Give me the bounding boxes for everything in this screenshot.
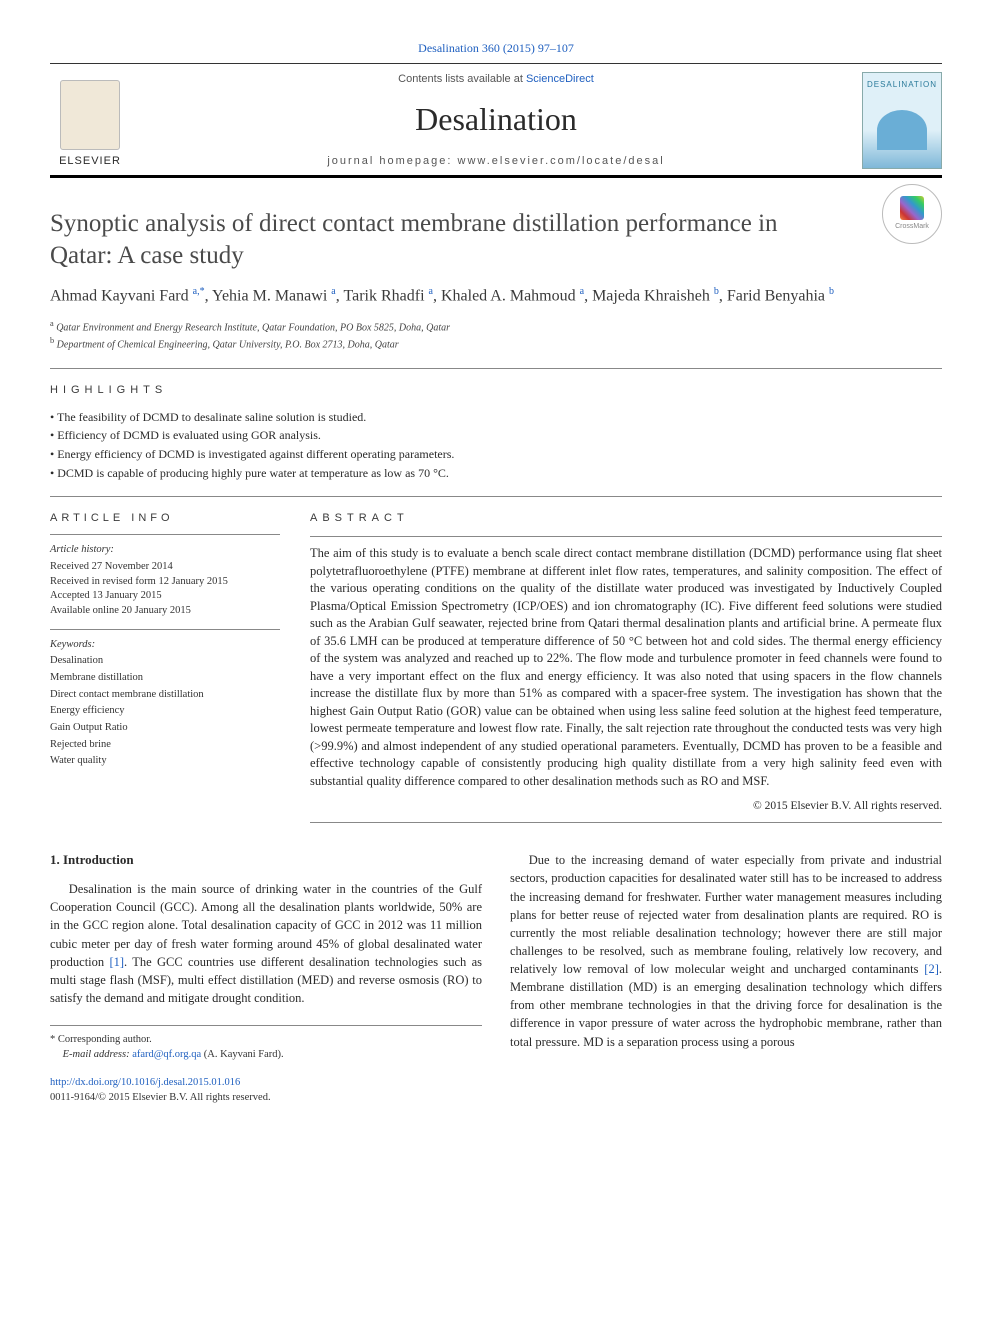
- publisher-label: ELSEVIER: [59, 154, 121, 169]
- keyword: Energy efficiency: [50, 704, 280, 719]
- author-2: Yehia M. Manawi: [212, 287, 331, 304]
- author-6: Farid Benyahia: [727, 287, 829, 304]
- homepage-url: www.elsevier.com/locate/desal: [458, 155, 665, 167]
- homepage-prefix: journal homepage:: [327, 155, 457, 167]
- ref-link-1[interactable]: [1]: [109, 955, 124, 969]
- rule-abstract-top: [310, 536, 942, 537]
- elsevier-tree-icon: [60, 80, 120, 150]
- cover-graphic-icon: [877, 110, 927, 150]
- highlight-item: Efficiency of DCMD is evaluated using GO…: [50, 427, 942, 444]
- doi-line: http://dx.doi.org/10.1016/j.desal.2015.0…: [50, 1076, 942, 1091]
- publisher-logo: ELSEVIER: [50, 72, 130, 170]
- history-label: Article history:: [50, 543, 280, 558]
- corr-email-line: E-mail address: afard@qf.org.qa (A. Kayv…: [50, 1047, 482, 1062]
- keyword: Desalination: [50, 654, 280, 669]
- contents-prefix: Contents lists available at: [398, 73, 526, 85]
- rule-before-highlights: [50, 368, 942, 369]
- corr-email-link[interactable]: afard@qf.org.qa: [132, 1049, 201, 1060]
- article-info-column: ARTICLE INFO Article history: Received 2…: [50, 511, 280, 823]
- masthead-center: Contents lists available at ScienceDirec…: [144, 72, 848, 170]
- email-label: E-mail address:: [63, 1049, 133, 1060]
- abstract-copyright: © 2015 Elsevier B.V. All rights reserved…: [310, 798, 942, 814]
- rule-masthead-bottom: [50, 175, 942, 178]
- intro-paragraph-1: Desalination is the main source of drink…: [50, 880, 482, 1007]
- keyword: Membrane distillation: [50, 671, 280, 686]
- article-info-label: ARTICLE INFO: [50, 511, 280, 526]
- author-6-affil: b: [829, 286, 834, 297]
- history-item: Available online 20 January 2015: [50, 604, 280, 619]
- title-row: Synoptic analysis of direct contact memb…: [50, 184, 942, 285]
- author-1-affil: a,: [193, 286, 200, 297]
- history-item: Accepted 13 January 2015: [50, 589, 280, 604]
- keyword: Water quality: [50, 754, 280, 769]
- corresponding-author-footer: * Corresponding author. E-mail address: …: [50, 1025, 482, 1062]
- body-columns: 1. Introduction Desalination is the main…: [50, 851, 942, 1062]
- journal-title: Desalination: [144, 97, 848, 142]
- highlights-list: The feasibility of DCMD to desalinate sa…: [50, 409, 942, 482]
- crossmark-badge[interactable]: CrossMark: [882, 184, 942, 244]
- article-title: Synoptic analysis of direct contact memb…: [50, 208, 830, 271]
- history-item: Received 27 November 2014: [50, 560, 280, 575]
- affiliations: a Qatar Environment and Energy Research …: [50, 318, 942, 353]
- affiliation-b: b Department of Chemical Engineering, Qa…: [50, 335, 942, 352]
- keyword: Direct contact membrane distillation: [50, 688, 280, 703]
- journal-cover-thumbnail: DESALINATION: [862, 72, 942, 170]
- rule-before-info: [50, 496, 942, 497]
- homepage-line: journal homepage: www.elsevier.com/locat…: [144, 154, 848, 169]
- abstract-column: ABSTRACT The aim of this study is to eva…: [310, 511, 942, 823]
- rule-top: [50, 63, 942, 64]
- cover-title: DESALINATION: [867, 79, 937, 90]
- authors-line: Ahmad Kayvani Fard a,*, Yehia M. Manawi …: [50, 285, 942, 308]
- keyword: Gain Output Ratio: [50, 721, 280, 736]
- keyword: Rejected brine: [50, 738, 280, 753]
- intro-heading: 1. Introduction: [50, 851, 482, 870]
- sciencedirect-link[interactable]: ScienceDirect: [526, 73, 594, 85]
- ref-link-2[interactable]: [2]: [924, 962, 939, 976]
- doi-link[interactable]: http://dx.doi.org/10.1016/j.desal.2015.0…: [50, 1077, 240, 1088]
- crossmark-label: CrossMark: [895, 222, 929, 232]
- author-5: Majeda Khraisheh: [592, 287, 714, 304]
- rule-info-mid: [50, 629, 280, 630]
- author-1: Ahmad Kayvani Fard: [50, 287, 193, 304]
- author-4: Khaled A. Mahmoud: [441, 287, 580, 304]
- affiliation-a: a Qatar Environment and Energy Research …: [50, 318, 942, 335]
- introduction-section: 1. Introduction Desalination is the main…: [50, 851, 942, 1062]
- email-suffix: (A. Kayvani Fard).: [201, 1049, 284, 1060]
- abstract-label: ABSTRACT: [310, 511, 942, 526]
- crossmark-icon: [900, 196, 924, 220]
- rule-info-top: [50, 534, 280, 535]
- corr-author-label: * Corresponding author.: [50, 1032, 482, 1047]
- highlights-label: HIGHLIGHTS: [50, 383, 942, 398]
- issn-copyright-line: 0011-9164/© 2015 Elsevier B.V. All right…: [50, 1091, 942, 1106]
- contents-line: Contents lists available at ScienceDirec…: [144, 72, 848, 87]
- masthead: ELSEVIER Contents lists available at Sci…: [50, 72, 942, 170]
- abstract-text: The aim of this study is to evaluate a b…: [310, 545, 942, 790]
- highlight-item: The feasibility of DCMD to desalinate sa…: [50, 409, 942, 426]
- citation-link[interactable]: Desalination 360 (2015) 97–107: [418, 41, 574, 55]
- page-root: Desalination 360 (2015) 97–107 ELSEVIER …: [0, 0, 992, 1146]
- rule-abstract-bottom: [310, 822, 942, 823]
- highlight-item: Energy efficiency of DCMD is investigate…: [50, 446, 942, 463]
- history-item: Received in revised form 12 January 2015: [50, 575, 280, 590]
- keywords-label: Keywords:: [50, 638, 280, 653]
- intro-paragraph-2: Due to the increasing demand of water es…: [510, 851, 942, 1050]
- highlight-item: DCMD is capable of producing highly pure…: [50, 465, 942, 482]
- author-3: Tarik Rhadfi: [343, 287, 428, 304]
- citation-bar: Desalination 360 (2015) 97–107: [50, 40, 942, 57]
- info-abstract-row: ARTICLE INFO Article history: Received 2…: [50, 511, 942, 823]
